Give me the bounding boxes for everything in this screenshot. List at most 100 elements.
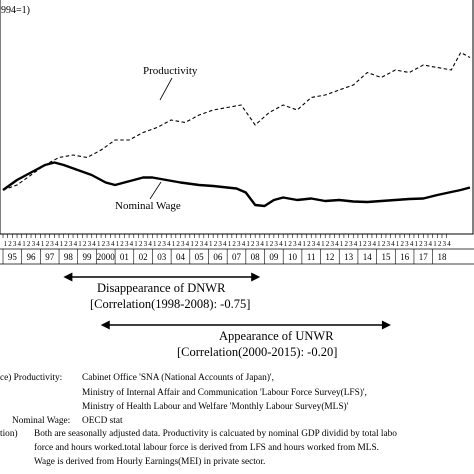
quarter-tick-label: 2 [27, 240, 31, 248]
dnwr-correlation: [Correlation(1998-2008): -0.75] [90, 297, 251, 311]
tion-line-1: Both are seasonally adjusted data. Produ… [34, 429, 397, 439]
quarter-tick-label: 3 [237, 240, 241, 248]
quarter-tick-label: 4 [55, 240, 59, 248]
quarter-tick-label: 2 [288, 240, 292, 248]
quarter-tick-label: 4 [429, 240, 433, 248]
quarter-tick-label: 2 [363, 240, 367, 248]
productivity-leader [159, 77, 173, 101]
quarter-tick-label: 4 [111, 240, 115, 248]
quarter-tick-label: 1 [134, 240, 138, 248]
quarter-tick-label: 1 [172, 240, 176, 248]
quarter-tick-label: 2 [139, 240, 143, 248]
quarter-tick-label: 1 [246, 240, 250, 248]
quarter-tick-label: 1 [265, 240, 269, 248]
series-label-productivity: Productivity [143, 65, 198, 77]
year-label: 95 [8, 252, 18, 262]
year-label: 13 [344, 252, 354, 262]
quarter-tick-label: 3 [256, 240, 260, 248]
quarter-tick-label: 1 [190, 240, 194, 248]
quarter-tick-label: 4 [260, 240, 264, 248]
quarter-tick-label: 1 [302, 240, 306, 248]
quarter-tick-label: 1 [4, 240, 8, 248]
quarter-tick-label: 3 [69, 240, 73, 248]
quarter-tick-label: 2 [307, 240, 311, 248]
quarter-tick-label: 3 [312, 240, 316, 248]
quarter-tick-label: 3 [32, 240, 36, 248]
year-label: 02 [139, 252, 148, 262]
quarter-tick-label: 2 [419, 240, 423, 248]
quarter-tick-label: 2 [83, 240, 87, 248]
year-label: 97 [45, 252, 55, 262]
quarter-tick-label: 4 [74, 240, 78, 248]
year-label: 98 [64, 252, 74, 262]
year-label: 15 [381, 252, 391, 262]
quarter-tick-label: 3 [106, 240, 110, 248]
quarter-tick-label: 2 [195, 240, 199, 248]
quarter-tick-label: 3 [330, 240, 334, 248]
year-label: 17 [419, 252, 429, 262]
range-arrows [63, 272, 391, 330]
quarter-tick-label: 1 [97, 240, 101, 248]
year-label: 01 [120, 252, 129, 262]
quarter-tick-label: 1 [340, 240, 344, 248]
quarter-tick-label: 3 [368, 240, 372, 248]
quarter-tick-label: 4 [372, 240, 376, 248]
unit-label: 994=1) [1, 5, 30, 16]
quarter-tick-label: 2 [251, 240, 255, 248]
unwr-correlation: [Correlation(2000-2015): -0.20] [177, 345, 338, 359]
quarter-tick-label: 4 [354, 240, 358, 248]
quarter-tick-label: 3 [181, 240, 185, 248]
year-label: 18 [437, 252, 447, 262]
dnwr-arrow-head-right [251, 272, 261, 282]
series-line-nominal-wage [2, 161, 471, 208]
quarter-tick-label: 4 [92, 240, 96, 248]
quarter-tick-label: 2 [270, 240, 274, 248]
quarter-tick-label: 3 [88, 240, 92, 248]
year-label: 04 [176, 252, 186, 262]
year-label: 99 [83, 252, 93, 262]
series-lines [2, 51, 471, 208]
quarter-tick-label: 1 [396, 240, 400, 248]
quarter-tick-label: 4 [186, 240, 190, 248]
quarter-tick-label: 2 [326, 240, 330, 248]
quarter-tick-label: 4 [18, 240, 22, 248]
quarter-tick-label: 2 [176, 240, 180, 248]
year-label: 06 [213, 252, 223, 262]
year-label: 03 [157, 252, 167, 262]
quarter-tick-label: 2 [232, 240, 236, 248]
quarter-tick-label: 1 [358, 240, 362, 248]
quarter-tick-label: 2 [120, 240, 124, 248]
series-line-productivity [2, 51, 471, 191]
quarter-tick-label: 4 [335, 240, 339, 248]
year-labels: 95 96 97 98 99 2000 01 02 03 04 05 06 07 08 09 10 11 12 13… [8, 252, 447, 262]
unwr-arrow-head-left [100, 320, 110, 330]
quarter-tick-label: 3 [144, 240, 148, 248]
quarter-tick-label: 1 [228, 240, 232, 248]
year-label: 08 [251, 252, 261, 262]
quarter-tick-label: 1 [321, 240, 325, 248]
quarter-tick-label: 2 [46, 240, 50, 248]
quarter-tick-label: 2 [214, 240, 218, 248]
quarter-tick-label: 2 [344, 240, 348, 248]
quarter-tick-label: 3 [424, 240, 428, 248]
quarter-tick-label: 2 [64, 240, 68, 248]
quarter-tick-label: 3 [405, 240, 409, 248]
tion-label: tion) [0, 429, 18, 439]
quarter-tick-label: 1 [22, 240, 26, 248]
quarter-tick-label: 4 [410, 240, 414, 248]
year-label: 10 [288, 252, 298, 262]
quarter-tick-label: 1 [415, 240, 419, 248]
quarter-tick-label: 2 [401, 240, 405, 248]
quarter-tick-label: 4 [130, 240, 134, 248]
quarter-tick-label: 4 [204, 240, 208, 248]
quarter-tick-label: 1 [377, 240, 381, 248]
quarter-tick-label: 3 [293, 240, 297, 248]
quarter-tick-label: 2 [438, 240, 442, 248]
year-label: 12 [325, 252, 334, 262]
year-label: 09 [269, 252, 279, 262]
quarter-tick-label: 3 [50, 240, 54, 248]
wage-source: OECD stat [82, 416, 123, 426]
quarter-tick-label: 1 [60, 240, 64, 248]
